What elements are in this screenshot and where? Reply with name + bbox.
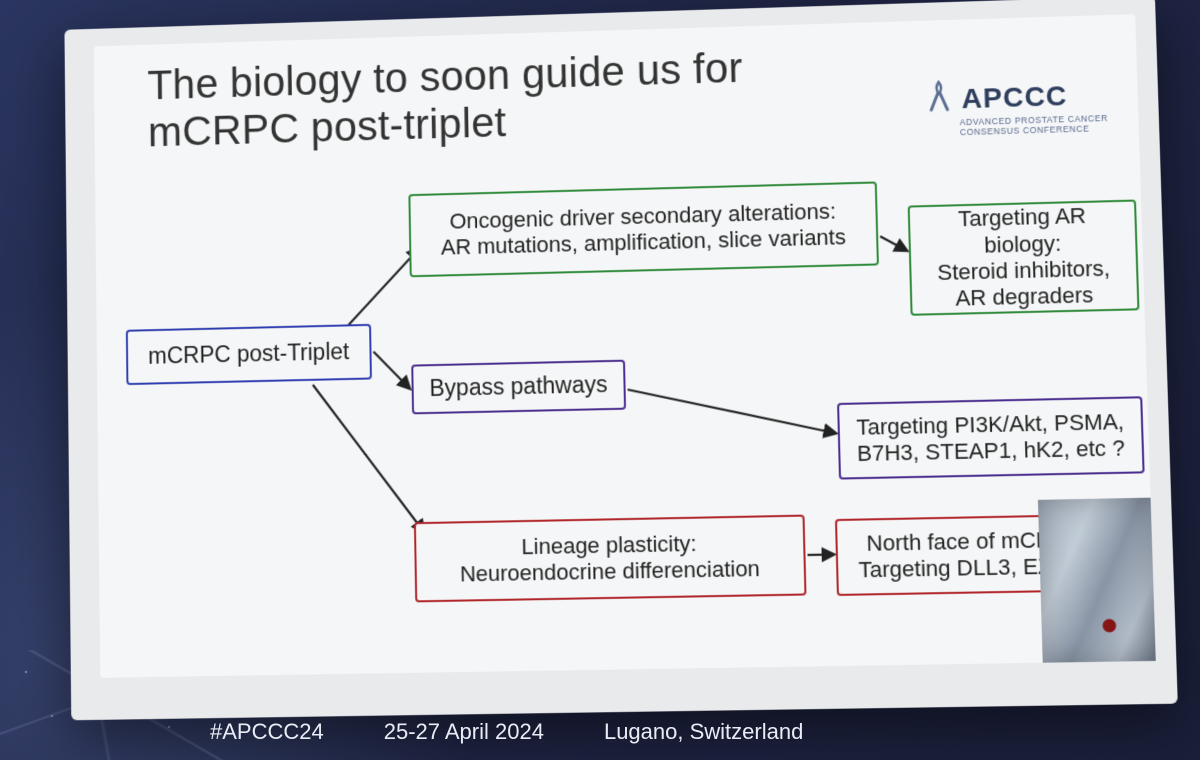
stage: The biology to soon guide us for mCRPC p… [0,0,1200,760]
logo-acronym: APCCC [961,80,1068,115]
slide-title: The biology to soon guide us for mCRPC p… [147,41,860,157]
footer-place: Lugano, Switzerland [604,719,803,745]
slide: The biology to soon guide us for mCRPC p… [64,0,1177,720]
slide-panel: The biology to soon guide us for mCRPC p… [94,14,1156,678]
node-root: mCRPC post-Triplet [126,324,372,385]
node-targeting-pi3k: Targeting PI3K/Akt, PSMA,B7H3, STEAP1, h… [837,396,1145,479]
node-bypass-pathways: Bypass pathways [411,360,626,415]
footer: #APCCC24 25-27 April 2024 Lugano, Switze… [0,712,1200,752]
apccc-logo: APCCC Advanced Prostate Cancer Consensus… [926,75,1108,139]
footer-dates: 25-27 April 2024 [384,719,544,745]
mountain-photo [1038,498,1156,663]
node-lineage-plasticity: Lineage plasticity:Neuroendocrine differ… [414,515,807,603]
node-targeting-ar: Targeting AR biology:Steroid inhibitors,… [908,200,1140,316]
node-oncogenic-alterations: Oncogenic driver secondary alterations:A… [408,181,879,277]
logo-subtitle-2: Consensus Conference [960,124,1108,138]
ribbon-icon [926,80,951,120]
footer-hashtag: #APCCC24 [210,719,324,745]
